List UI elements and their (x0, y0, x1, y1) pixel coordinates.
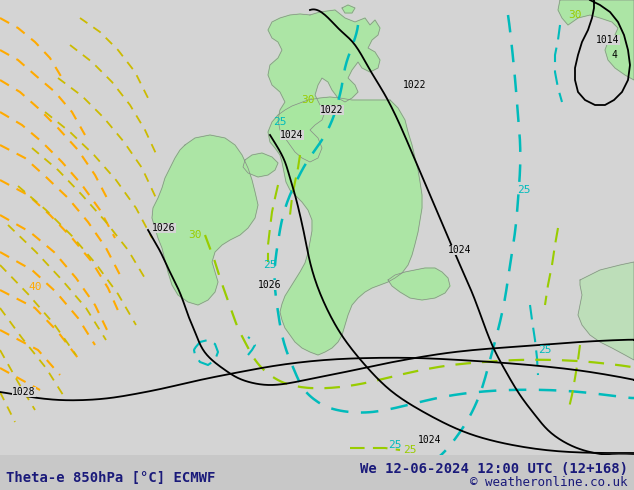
Text: 25: 25 (273, 117, 287, 127)
Text: 25: 25 (403, 445, 417, 455)
Text: 25: 25 (538, 345, 552, 355)
Bar (0, 455, 634, 490)
Text: 25: 25 (517, 185, 531, 195)
Text: 25: 25 (263, 260, 277, 270)
Polygon shape (388, 268, 450, 300)
Text: 25: 25 (388, 440, 402, 450)
Text: 4: 4 (611, 50, 617, 60)
Text: 30: 30 (568, 10, 582, 20)
Text: 1028: 1028 (12, 387, 36, 397)
Text: © weatheronline.co.uk: © weatheronline.co.uk (470, 475, 628, 489)
Text: 1014: 1014 (596, 35, 619, 45)
Polygon shape (342, 5, 355, 13)
Text: Theta-e 850hPa [°C] ECMWF: Theta-e 850hPa [°C] ECMWF (6, 471, 216, 485)
Polygon shape (558, 0, 634, 80)
Text: 1022: 1022 (320, 105, 344, 115)
Text: 30: 30 (188, 230, 202, 240)
Polygon shape (268, 10, 380, 162)
Polygon shape (243, 153, 278, 177)
Text: 1024: 1024 (418, 435, 441, 445)
Polygon shape (152, 135, 258, 305)
Text: 1022: 1022 (403, 80, 427, 90)
Text: 1026: 1026 (152, 223, 176, 233)
Text: 1026: 1026 (258, 280, 281, 290)
Text: 1024: 1024 (280, 130, 304, 140)
Text: 30: 30 (301, 95, 314, 105)
Text: 40: 40 (28, 282, 41, 292)
Polygon shape (578, 262, 634, 360)
Polygon shape (268, 97, 422, 355)
Text: 1024: 1024 (448, 245, 472, 255)
Text: We 12-06-2024 12:00 UTC (12+168): We 12-06-2024 12:00 UTC (12+168) (360, 462, 628, 476)
